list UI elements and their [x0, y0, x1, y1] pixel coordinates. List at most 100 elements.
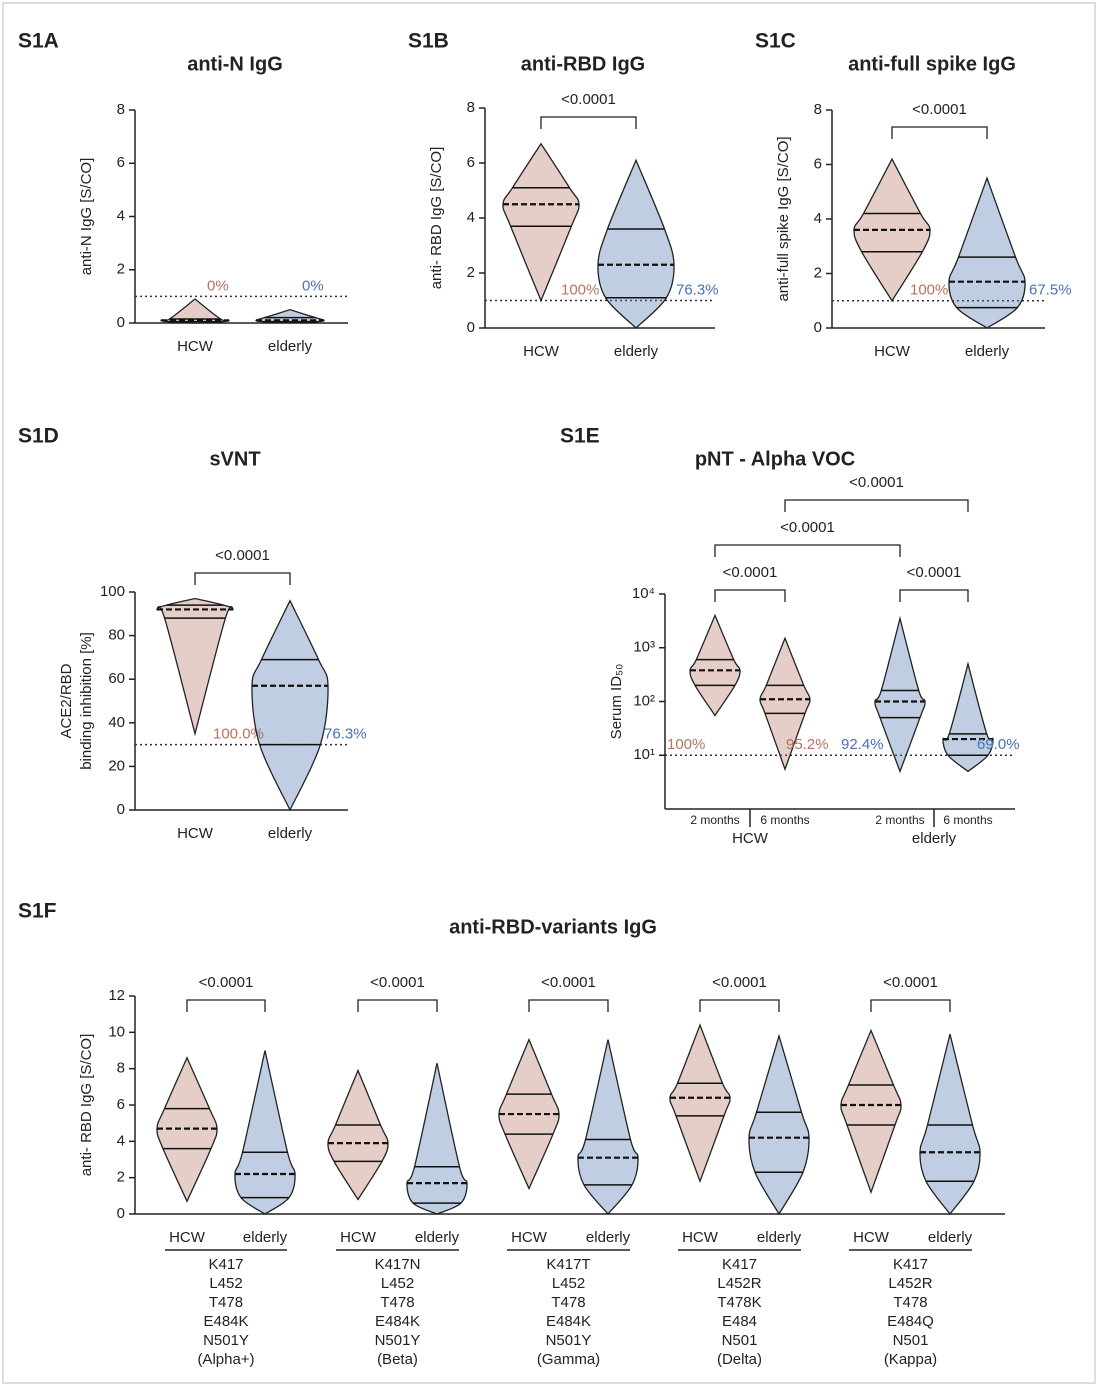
percent-label: 100% — [667, 736, 705, 753]
chart-title: anti-RBD IgG — [521, 53, 645, 75]
violin — [840, 1028, 902, 1195]
violin — [874, 615, 926, 774]
significance-bracket — [186, 999, 266, 1012]
p-value: <0.0001 — [541, 974, 596, 991]
y-tick-label: 60 — [108, 670, 125, 687]
violin — [255, 309, 325, 324]
x-tick-label: HCW — [511, 1229, 548, 1246]
variant-label: L452 — [209, 1275, 242, 1292]
y-axis-label: anti-N IgG [S/CO] — [78, 158, 95, 276]
y-tick-label: 4 — [467, 209, 475, 226]
x-tick-label: 6 months — [943, 813, 992, 827]
violin — [759, 636, 811, 772]
percent-label: 95.2% — [786, 736, 829, 753]
violin — [919, 1033, 981, 1216]
violin — [748, 1033, 810, 1216]
panel-label: S1B — [408, 30, 449, 53]
significance-bracket — [357, 999, 438, 1012]
x-tick-label: elderly — [243, 1229, 288, 1246]
variant-label: K417N — [375, 1256, 421, 1273]
x-tick-label: elderly — [928, 1229, 973, 1246]
violin — [689, 613, 741, 717]
percent-label: 100% — [910, 282, 948, 299]
x-tick-label: HCW — [853, 1229, 890, 1246]
variant-label: (Delta) — [717, 1351, 762, 1368]
y-tick-label: 4 — [814, 210, 822, 227]
x-tick-label: HCW — [523, 343, 560, 360]
y-tick-label: 12 — [108, 987, 125, 1004]
x-tick-label: elderly — [586, 1229, 631, 1246]
y-tick-label: 2 — [117, 1169, 125, 1186]
variant-label: N501Y — [375, 1332, 421, 1349]
panel-label: S1D — [18, 425, 59, 448]
y-axis-label: binding inhibition [%] — [78, 632, 95, 770]
p-value: <0.0001 — [215, 547, 270, 564]
percent-label: 67.5% — [1029, 282, 1072, 299]
variant-label: E484K — [203, 1313, 248, 1330]
chart-title: anti-N IgG — [187, 53, 283, 75]
variant-label: (Kappa) — [884, 1351, 937, 1368]
variant-label: K417T — [546, 1256, 590, 1273]
p-value: <0.0001 — [912, 101, 967, 118]
percent-label: 76.3% — [324, 726, 367, 743]
variant-label: T478 — [380, 1294, 414, 1311]
variant-label: L452R — [717, 1275, 761, 1292]
p-value: <0.0001 — [561, 91, 616, 108]
variant-label: L452R — [888, 1275, 932, 1292]
panel-label: S1A — [18, 30, 59, 53]
y-tick-label: 4 — [117, 207, 125, 224]
y-tick-label: 6 — [117, 154, 125, 171]
group-label: HCW — [732, 830, 769, 847]
y-axis-label: anti- RBD IgG [S/CO] — [78, 1034, 95, 1177]
percent-label: 69.0% — [977, 736, 1020, 753]
variant-label: E484K — [375, 1313, 420, 1330]
y-tick-label: 80 — [108, 627, 125, 644]
p-value: <0.0001 — [199, 974, 254, 991]
x-tick-label: HCW — [177, 825, 214, 842]
variant-label: E484 — [722, 1313, 757, 1330]
y-tick-label: 10⁴ — [632, 585, 655, 602]
y-tick-label: 10¹ — [633, 746, 655, 763]
variant-label: N501 — [722, 1332, 758, 1349]
x-tick-label: HCW — [682, 1229, 719, 1246]
y-axis-label: anti-full spike IgG [S/CO] — [775, 136, 792, 301]
p-value: <0.0001 — [907, 564, 962, 581]
x-tick-label: 6 months — [760, 813, 809, 827]
variant-label: (Alpha+) — [197, 1351, 254, 1368]
x-tick-label: 2 months — [875, 813, 924, 827]
y-tick-label: 0 — [814, 319, 822, 336]
panel-label: S1F — [18, 900, 57, 923]
variant-label: T478 — [893, 1294, 927, 1311]
variant-label: T478 — [209, 1294, 243, 1311]
variant-label: K417 — [722, 1256, 757, 1273]
variant-label: L452 — [381, 1275, 414, 1292]
variant-label: E484K — [546, 1313, 591, 1330]
y-tick-label: 8 — [117, 1060, 125, 1077]
violin — [597, 158, 675, 329]
significance-bracket — [784, 499, 969, 512]
x-tick-label: HCW — [874, 343, 911, 360]
violin — [234, 1050, 296, 1215]
x-tick-label: elderly — [415, 1229, 460, 1246]
chart-title: anti-full spike IgG — [848, 53, 1016, 75]
y-tick-label: 40 — [108, 714, 125, 731]
percent-label: 92.4% — [841, 736, 884, 753]
y-tick-label: 20 — [108, 757, 125, 774]
y-tick-label: 8 — [814, 101, 822, 118]
significance-bracket — [194, 572, 291, 585]
variant-label: E484Q — [887, 1313, 934, 1330]
violin — [669, 1023, 731, 1184]
variant-label: N501Y — [546, 1332, 592, 1349]
y-tick-label: 10² — [633, 692, 655, 709]
y-tick-label: 2 — [814, 264, 822, 281]
x-tick-label: elderly — [614, 343, 659, 360]
violin — [251, 599, 329, 812]
percent-label: 100.0% — [213, 726, 264, 743]
significance-bracket — [714, 589, 786, 602]
y-tick-label: 2 — [117, 261, 125, 278]
y-tick-label: 4 — [117, 1132, 125, 1149]
y-axis-label: anti- RBD IgG [S/CO] — [428, 147, 445, 290]
violin — [406, 1063, 468, 1215]
